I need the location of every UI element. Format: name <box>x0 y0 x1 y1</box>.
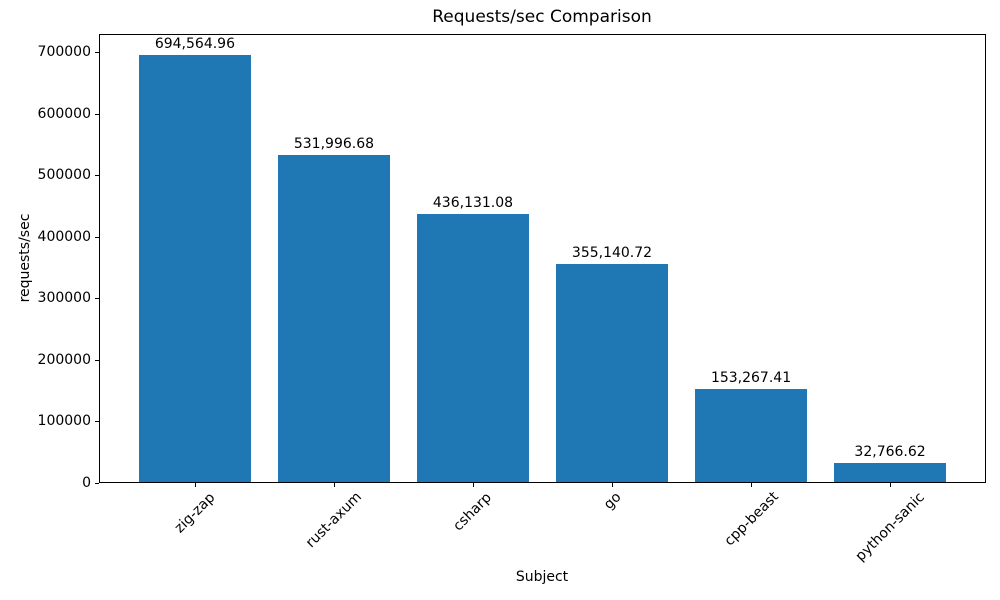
x-tick-mark <box>890 483 892 487</box>
x-tick-label: go <box>600 489 625 513</box>
y-tick-mark <box>95 483 99 484</box>
x-tick-mark <box>751 483 753 487</box>
chart-title: Requests/sec Comparison <box>432 7 652 27</box>
y-tick-label: 400000 <box>37 228 91 245</box>
y-axis-label: requests/sec <box>17 213 33 303</box>
x-tick-mark <box>612 483 613 487</box>
x-tick-label: rust-axum <box>302 489 365 552</box>
y-tick-label: 700000 <box>37 44 91 61</box>
y-tick-label: 500000 <box>37 167 91 184</box>
x-tick-label: csharp <box>450 489 496 534</box>
y-tick-label: 600000 <box>37 105 91 122</box>
y-tick-label: 0 <box>82 475 91 491</box>
x-tick-mark <box>472 483 474 487</box>
y-tick-label: 200000 <box>37 351 91 368</box>
y-tick-label: 300000 <box>37 290 91 307</box>
x-tick-mark <box>333 483 335 487</box>
x-tick-label: cpp-beast <box>721 489 782 550</box>
x-tick-mark <box>194 483 196 487</box>
y-tick-label: 100000 <box>37 413 91 430</box>
x-axis-label: Subject <box>515 569 569 585</box>
x-tick-label: zig-zap <box>171 489 219 536</box>
x-tick-label: python-sanic <box>852 489 928 565</box>
plot-area <box>99 34 986 483</box>
